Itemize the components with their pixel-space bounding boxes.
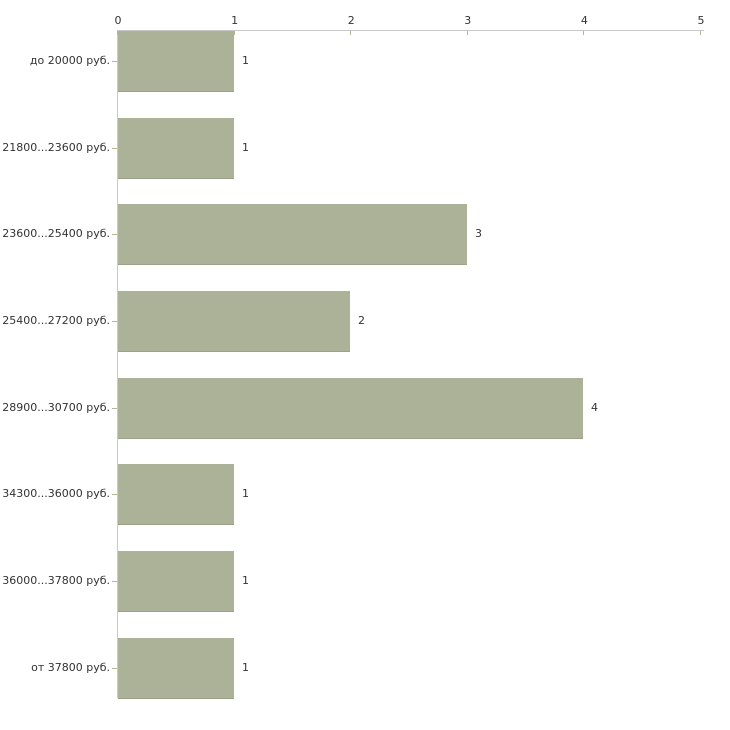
- bar: [118, 291, 350, 352]
- category-tick-mark: [112, 581, 117, 583]
- category-tick-mark: [112, 494, 117, 496]
- y-axis-line: [117, 30, 118, 698]
- category-label: до 20000 руб.: [29, 54, 110, 67]
- category-tick-mark: [112, 234, 117, 236]
- category-tick-mark: [112, 321, 117, 322]
- category-label: 34300...36000 руб.: [2, 487, 110, 501]
- bar: [118, 637, 234, 699]
- category-label: 28900...30700 руб.: [2, 400, 110, 414]
- value-label: 1: [242, 140, 249, 154]
- value-label: 1: [242, 660, 249, 674]
- bar: [118, 204, 467, 266]
- value-label: 2: [358, 314, 365, 327]
- value-label: 1: [242, 54, 249, 67]
- category-tick-mark: [112, 667, 117, 669]
- category-tick-mark: [112, 407, 117, 409]
- bar: [118, 551, 234, 613]
- x-tick-mark: [700, 31, 701, 35]
- bar: [118, 377, 583, 439]
- x-tick-mark: [350, 31, 352, 35]
- bar: [118, 117, 234, 179]
- x-tick-label: 2: [347, 14, 355, 27]
- category-label: 36000...37800 руб.: [2, 574, 110, 588]
- x-tick-mark: [583, 31, 585, 35]
- category-label: от 37800 руб.: [31, 660, 110, 674]
- category-label: 25400...27200 руб.: [2, 314, 110, 327]
- value-label: 3: [475, 227, 482, 241]
- value-label: 1: [242, 574, 249, 588]
- category-tick-mark: [112, 61, 117, 62]
- x-tick-mark: [117, 31, 118, 35]
- value-label: 4: [591, 400, 598, 414]
- x-tick-label: 3: [464, 14, 472, 27]
- bar: [118, 31, 234, 92]
- x-axis-line: [117, 30, 704, 31]
- x-tick-label: 5: [697, 14, 705, 27]
- value-label: 1: [242, 487, 249, 501]
- x-tick-label: 0: [114, 14, 122, 27]
- category-label: 21800...23600 руб.: [2, 140, 110, 154]
- x-tick-mark: [466, 31, 468, 35]
- x-tick-mark: [233, 31, 235, 35]
- bar: [118, 464, 234, 526]
- x-tick-label: 4: [580, 14, 588, 27]
- category-label: 23600...25400 руб.: [2, 227, 110, 241]
- x-tick-label: 1: [231, 14, 239, 27]
- category-tick-mark: [112, 147, 117, 149]
